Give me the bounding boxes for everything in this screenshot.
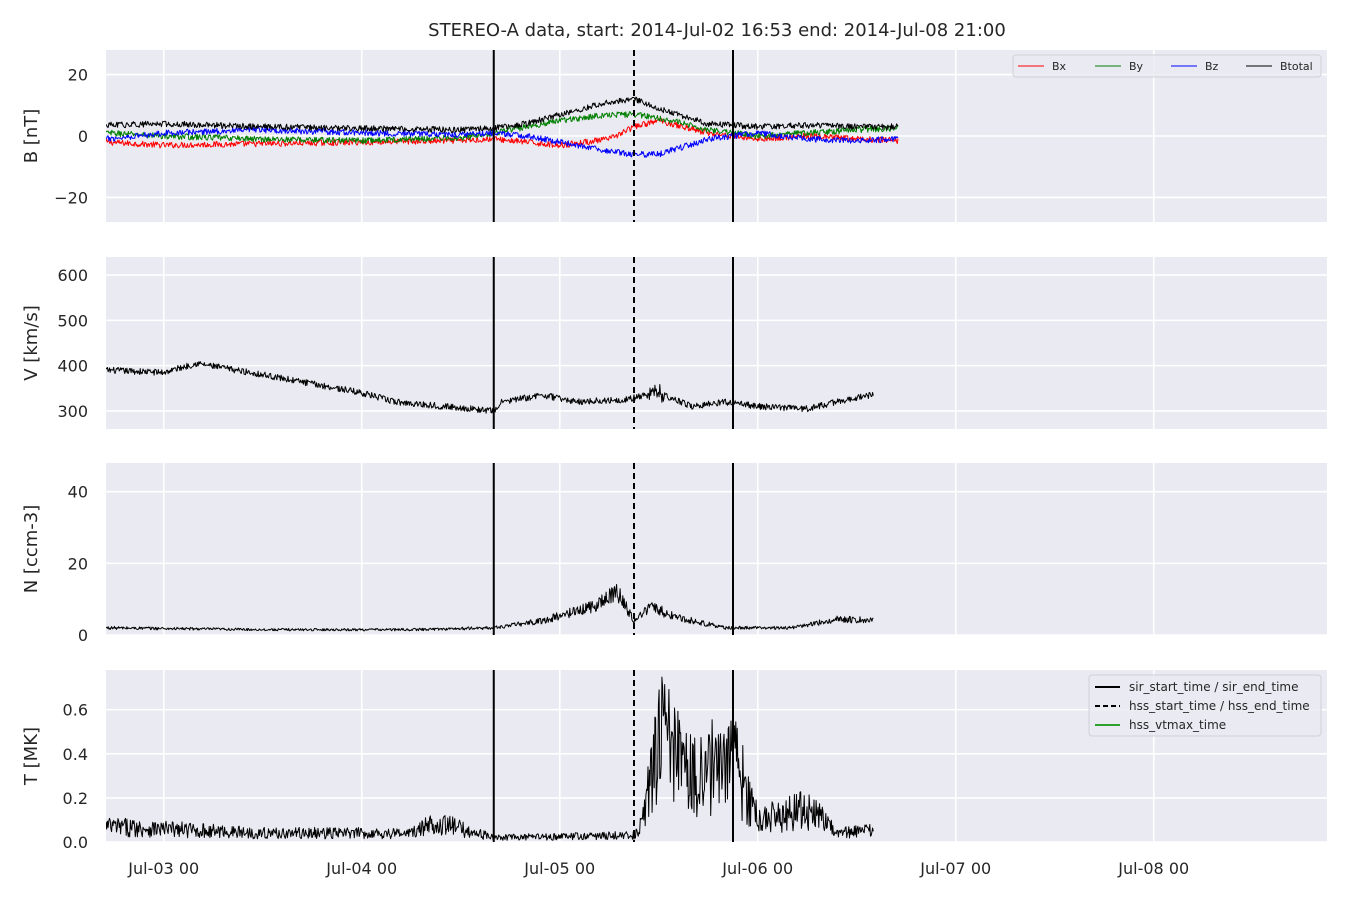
plot-background [106,463,1327,635]
y-tick-label: 0.6 [63,701,88,720]
y-axis-label: T [MK] [21,727,42,786]
y-tick-label: 20 [68,66,88,85]
legend-label: Bx [1052,60,1067,73]
legend: sir_start_time / sir_end_time hss_start_t… [1088,674,1322,737]
x-tick-label: Jul-05 00 [523,859,595,878]
y-tick-label: 0 [78,127,88,146]
chart-title: STEREO-A data, start: 2014-Jul-02 16:53 … [428,20,1006,41]
series-group [106,676,874,841]
y-tick-label: 500 [57,311,88,330]
legend-label: hss_start_time / hss_end_time [1129,699,1310,713]
x-tick-label: Jul-04 00 [325,859,397,878]
x-tick-label: Jul-06 00 [721,859,793,878]
legend-box [1088,674,1322,737]
y-tick-label: 600 [57,266,88,285]
plot-background [106,257,1327,429]
y-tick-label: 0.4 [63,745,88,764]
y-tick-label: 20 [68,554,88,573]
series-line-btotal [106,96,899,134]
x-tick-label: Jul-07 00 [919,859,991,878]
y-axis-label: B [nT] [21,109,42,164]
panel-4: 0.0 0.2 0.4 0.6 T [MK] sir_start_time / sir_e… [21,670,1327,852]
series-group [106,584,874,632]
legend-label: hss_vtmax_time [1129,718,1226,732]
y-tick-label: 0.2 [63,789,88,808]
legend: Bx By Bz Btotal [1012,54,1322,78]
x-tick-label: Jul-08 00 [1117,859,1189,878]
legend-label: Bz [1205,60,1219,73]
series-line [106,361,874,414]
x-axis: Jul-03 00 Jul-04 00 Jul-05 00 Jul-06 00 Jul-… [127,859,1189,878]
series-line-bx [106,118,899,149]
series-group [106,96,899,158]
legend-label: sir_start_time / sir_end_time [1129,680,1299,694]
x-tick-label: Jul-03 00 [127,859,199,878]
series-group [106,361,874,414]
legend-label: Btotal [1280,60,1313,73]
y-axis-label: V [km/s] [21,305,42,380]
series-line-bz [106,126,899,158]
panel-1: −20 0 20 B [nT] Bx By Bz Btotal [21,50,1327,222]
legend-label: By [1129,60,1144,73]
series-line [106,584,874,632]
y-axis-label: N [ccm-3] [21,505,42,594]
panel-2: 300 400 500 600 V [km/s] [21,257,1327,429]
y-tick-label: 0.0 [63,833,88,852]
legend-box [1012,54,1322,78]
panel-3: 0 20 40 N [ccm-3] [21,463,1327,645]
y-tick-label: −20 [54,188,88,207]
y-tick-label: 300 [57,402,88,421]
y-tick-label: 0 [78,626,88,645]
y-tick-label: 40 [68,483,88,502]
series-line [106,676,874,841]
y-tick-label: 400 [57,357,88,376]
